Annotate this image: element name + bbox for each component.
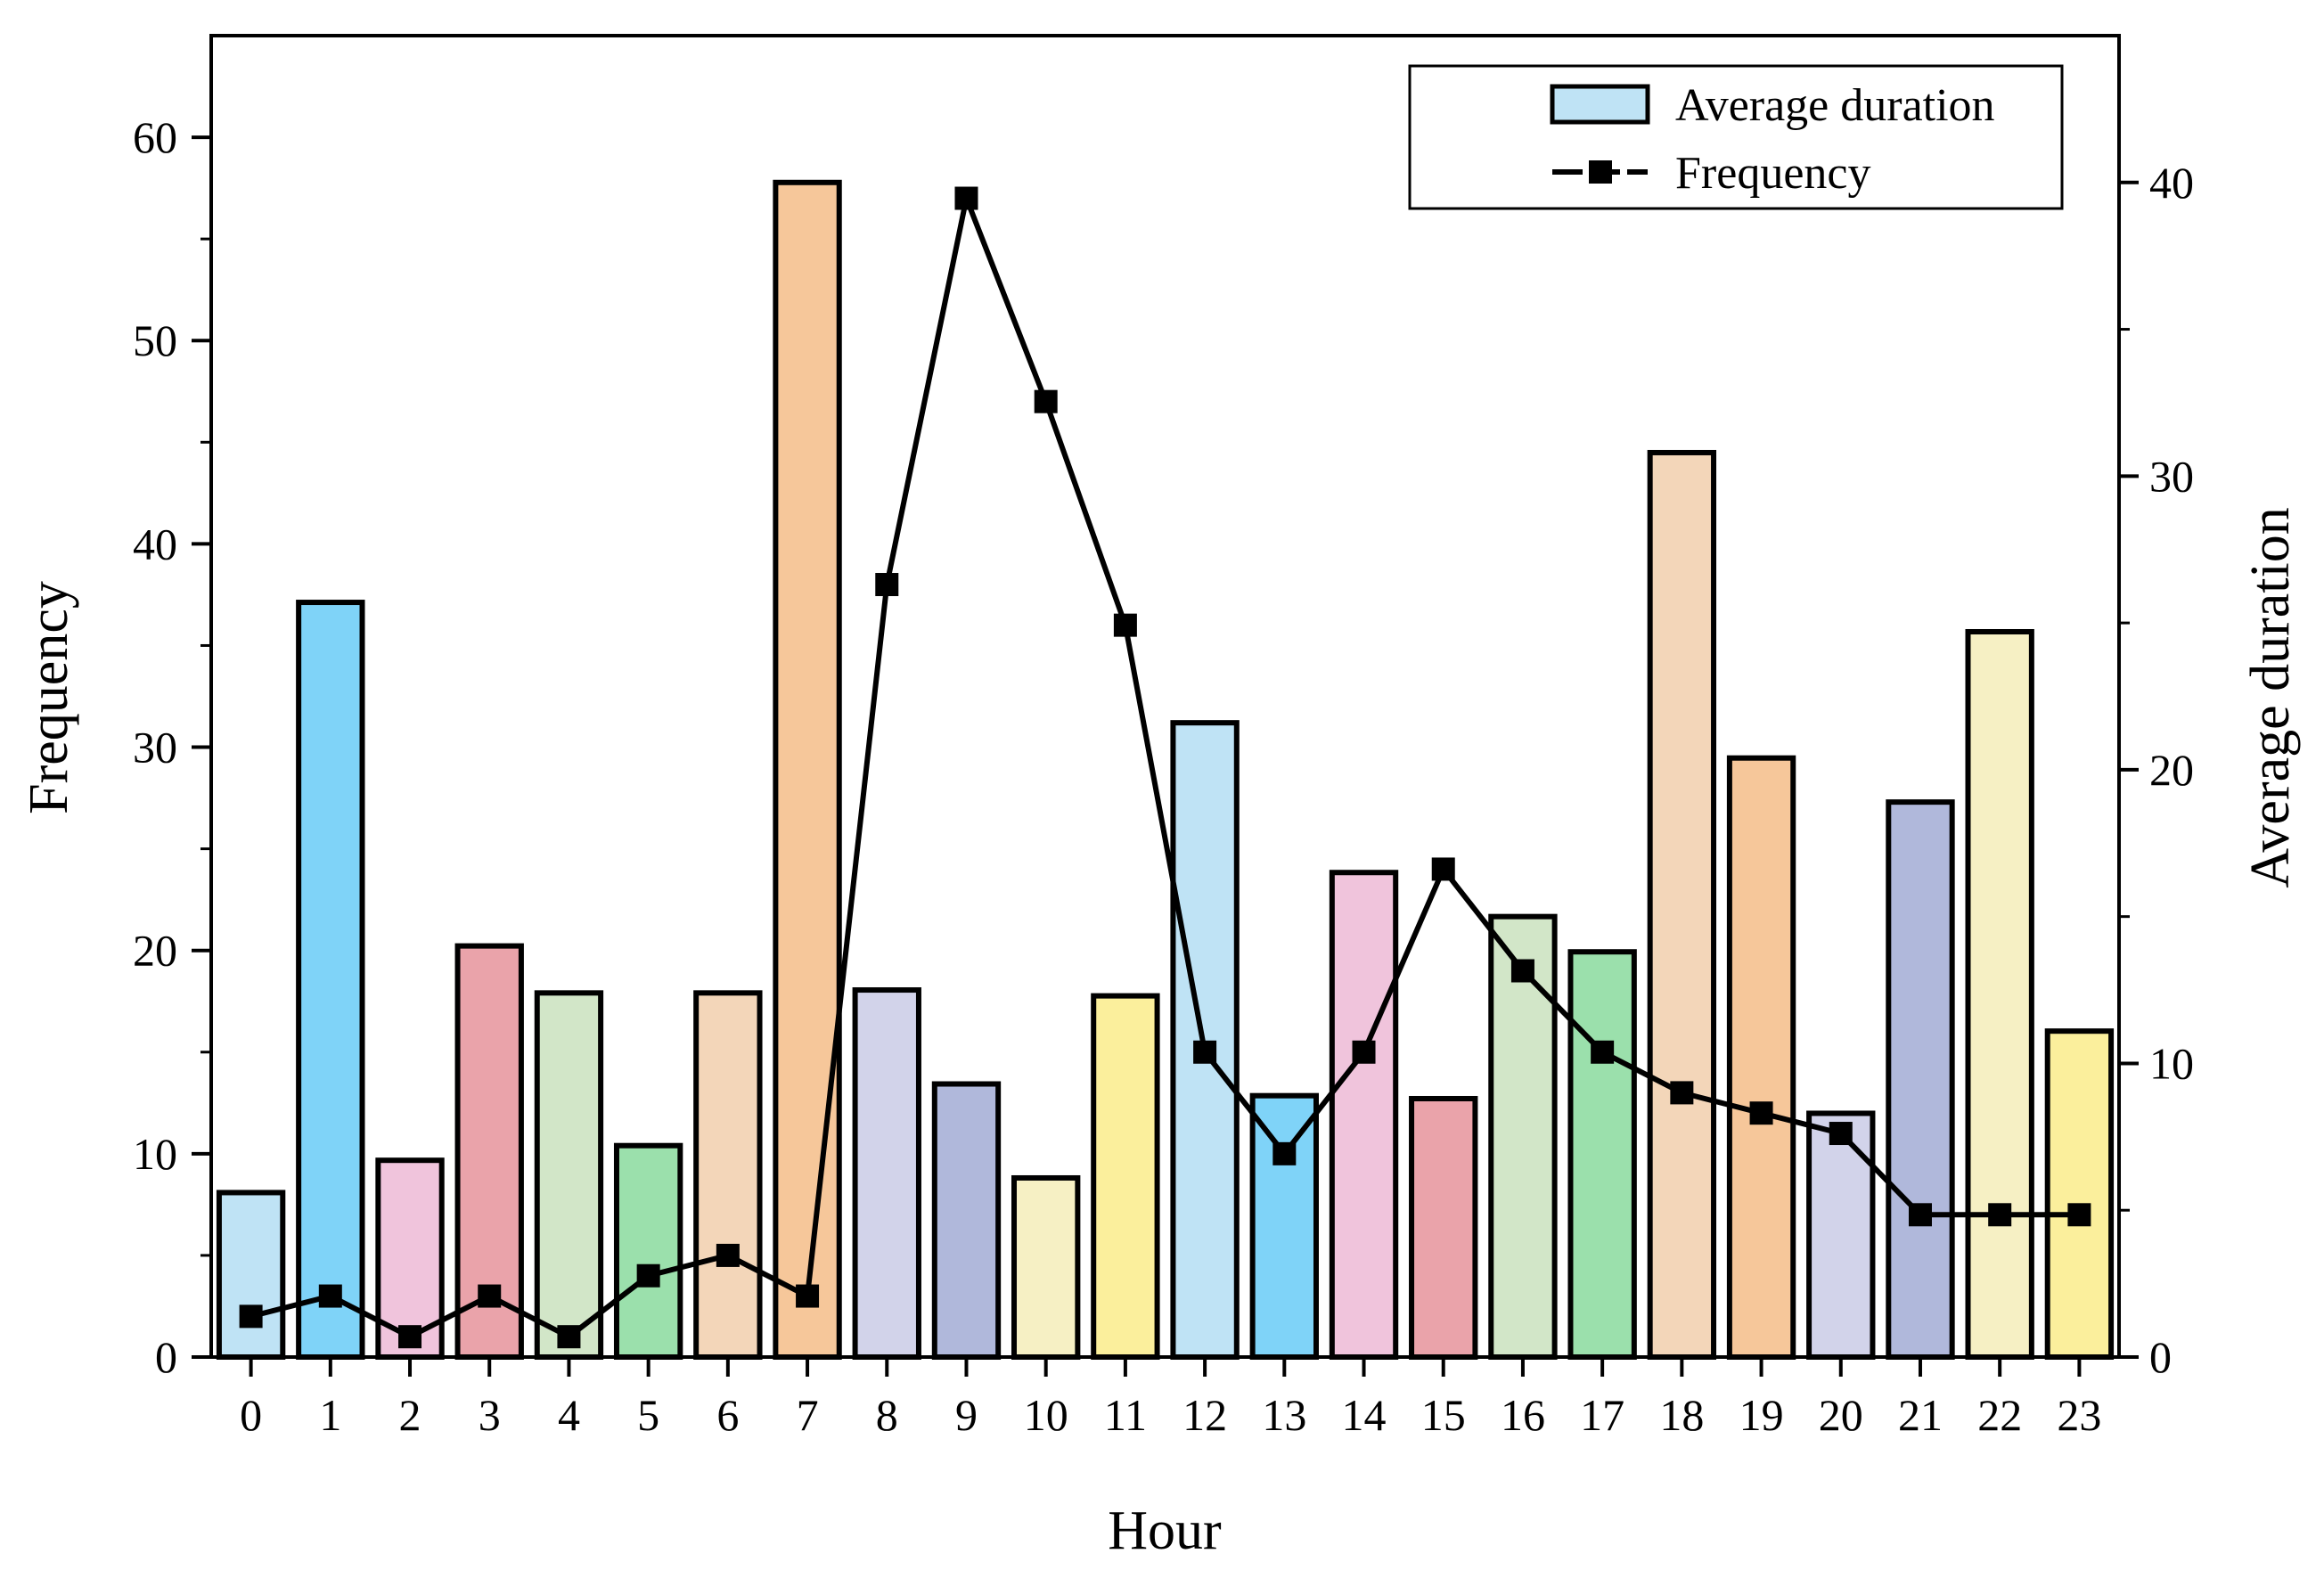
x-tick-label-12: 12 [1182,1390,1227,1440]
x-tick-label-10: 10 [1024,1390,1068,1440]
frequency-polyline [250,195,2080,1340]
frequency-point-hour-2 [398,1325,422,1349]
x-tick-label-13: 13 [1262,1390,1306,1440]
legend-marker-swatch [1589,160,1612,184]
frequency-point-hour-16 [1510,959,1534,983]
bar-hour-22 [1965,628,2034,1360]
x-tick-label-4: 4 [558,1390,580,1440]
x-tick-label-3: 3 [479,1390,501,1440]
frequency-point-hour-8 [875,573,899,597]
frequency-point-hour-19 [1749,1101,1773,1125]
frequency-point-hour-5 [636,1263,660,1288]
x-tick-label-18: 18 [1659,1390,1704,1440]
bar-hour-18 [1647,449,1717,1361]
frequency-point-hour-18 [1670,1081,1694,1105]
right-axis-title: Average duration [2240,507,2301,888]
bar-hour-21 [1886,799,1955,1360]
frequency-point-hour-3 [478,1284,502,1308]
plot-frame [209,34,2121,1359]
plot-area [211,36,2119,1357]
left-tick-label-30: 30 [133,723,177,773]
bar-hour-1 [296,600,365,1360]
frequency-point-hour-0 [239,1304,263,1329]
x-tick-label-17: 17 [1580,1390,1624,1440]
plot-background [211,36,2119,1357]
bar-hour-10 [1011,1174,1081,1360]
frequency-point-hour-17 [1591,1040,1615,1064]
frequency-point-hour-13 [1272,1141,1297,1165]
x-tick-label-7: 7 [797,1390,819,1440]
legend-label-average-duration: Average duration [1675,80,1995,131]
x-tick-label-9: 9 [955,1390,978,1440]
x-tick-label-20: 20 [1819,1390,1863,1440]
legend: Average duration Frequency [1408,64,2064,210]
frequency-point-hour-10 [1034,389,1058,413]
right-tick-label-20: 20 [2149,745,2194,795]
legend-label-frequency: Frequency [1675,148,1870,199]
x-tick-label-6: 6 [716,1390,739,1440]
bar-hour-19 [1726,755,1796,1360]
frequency-point-hour-6 [716,1243,740,1267]
x-tick-label-15: 15 [1421,1390,1466,1440]
frequency-point-hour-20 [1829,1122,1853,1146]
right-tick-label-0: 0 [2149,1332,2172,1382]
x-tick-label-11: 11 [1104,1390,1147,1440]
frequency-line [239,186,2091,1349]
bar-hour-7 [773,179,842,1360]
left-tick-label-40: 40 [133,519,177,568]
frequency-point-hour-14 [1352,1040,1376,1064]
x-axis-title: Hour [1108,1500,1222,1561]
x-tick-label-8: 8 [876,1390,898,1440]
frequency-point-hour-23 [2067,1203,2091,1227]
left-tick-label-60: 60 [133,112,177,162]
frequency-point-hour-1 [318,1284,342,1308]
bar-hour-8 [852,987,921,1360]
right-tick-label-10: 10 [2149,1038,2194,1088]
frequency-point-hour-21 [1908,1203,1932,1227]
x-tick-label-23: 23 [2057,1390,2101,1440]
bar-hour-9 [931,1081,1002,1360]
x-tick-label-1: 1 [319,1390,341,1440]
bar-hour-0 [216,1190,286,1360]
frequency-point-hour-12 [1193,1040,1217,1064]
frequency-point-hour-11 [1113,613,1137,637]
bar-hour-4 [534,990,604,1360]
x-tick-label-2: 2 [399,1390,421,1440]
bar-hour-11 [1091,993,1160,1360]
right-tick-label-40: 40 [2149,158,2194,208]
axes: 0 1 2 3 4 5 6 7 8 9 10 11 12 13 14 15 16 17 18 19 20 21 22 2301… [133,34,2194,1440]
frequency-point-hour-15 [1431,857,1455,881]
bar-hour-5 [613,1142,683,1360]
left-tick-label-0: 0 [155,1332,177,1382]
bar-hour-15 [1409,1095,1478,1360]
x-tick-label-5: 5 [637,1390,659,1440]
bar-hour-17 [1567,949,1637,1361]
bar-hour-20 [1806,1110,1876,1360]
left-tick-label-10: 10 [133,1129,177,1179]
frequency-point-hour-9 [954,186,978,210]
frequency-point-hour-22 [1988,1203,2012,1227]
x-tick-label-21: 21 [1898,1390,1943,1440]
bar-hour-13 [1249,1092,1319,1360]
frequency-point-hour-7 [796,1284,820,1308]
left-tick-label-50: 50 [133,315,177,365]
bar-hour-6 [693,990,763,1360]
bar-hour-23 [2044,1028,2115,1361]
frequency-point-hour-4 [557,1325,581,1349]
bar-hour-16 [1488,913,1558,1360]
x-tick-label-0: 0 [240,1390,262,1440]
x-tick-label-14: 14 [1342,1390,1387,1440]
x-tick-label-16: 16 [1501,1390,1545,1440]
left-tick-label-20: 20 [133,926,177,976]
bar-hour-14 [1329,870,1399,1360]
x-tick-label-19: 19 [1739,1390,1784,1440]
x-tick-label-22: 22 [1977,1390,2022,1440]
left-axis-title: Frequency [19,581,79,814]
legend-box [1408,64,2064,210]
right-tick-label-30: 30 [2149,451,2194,501]
legend-bar-swatch [1550,84,1650,125]
